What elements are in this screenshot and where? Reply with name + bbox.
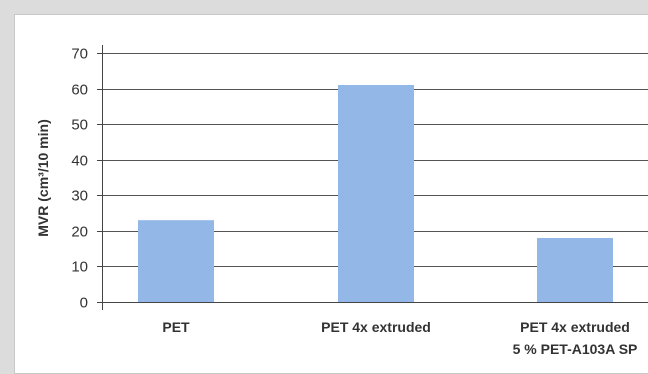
- y-tick-label: 10: [71, 259, 88, 276]
- x-category-label: PET: [162, 319, 190, 335]
- bar: [138, 220, 214, 302]
- bars: [138, 85, 613, 302]
- y-axis-title: MVR (cm³/10 min): [35, 119, 51, 236]
- chart-panel: [14, 14, 648, 374]
- x-category-label: PET 4x extruded: [520, 319, 630, 335]
- bar: [537, 237, 613, 302]
- bar: [338, 85, 414, 302]
- y-tick-label: 70: [71, 46, 88, 63]
- y-tick-label: 0: [80, 295, 88, 312]
- y-tick-label: 60: [71, 82, 88, 99]
- y-tick-label: 50: [71, 117, 88, 134]
- y-tick-label: 30: [71, 188, 88, 205]
- axes: [97, 45, 648, 310]
- labels: 0 10 20 30 40 50 60 70 PET PET 4x extruded PET 4x …: [71, 46, 637, 358]
- x-category-label: PET 4x extruded: [321, 319, 431, 335]
- y-tick-label: 40: [71, 153, 88, 170]
- y-tick-label: 20: [71, 224, 88, 241]
- x-category-label: 5 % PET-A103A SP: [513, 341, 638, 357]
